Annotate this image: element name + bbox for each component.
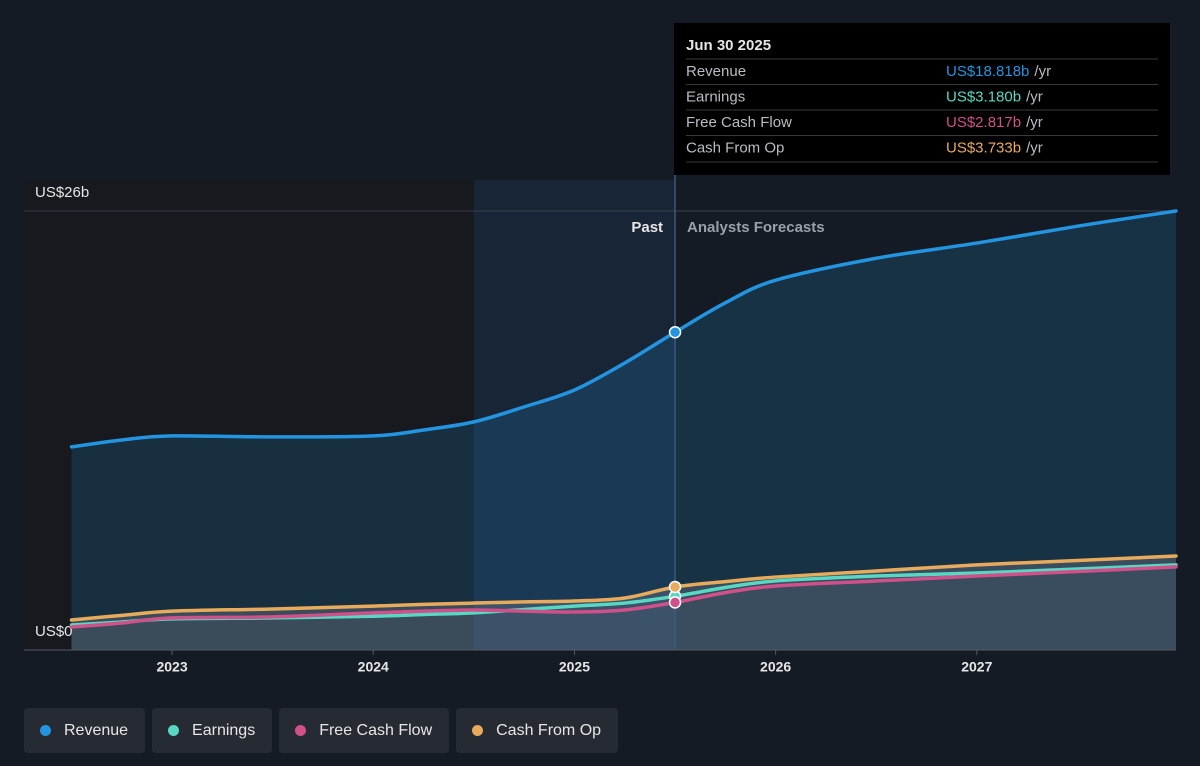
- legend-swatch: [168, 725, 180, 736]
- x-tick-label: 2024: [358, 659, 389, 675]
- legend-swatch: [472, 725, 484, 736]
- tooltip-title: Jun 30 2025: [686, 37, 771, 54]
- series-line: [69, 565, 1178, 629]
- y-tick-label: US$26b: [35, 184, 89, 201]
- legend-label: Free Cash Flow: [319, 721, 433, 739]
- series-line: [69, 209, 1178, 449]
- x-tick-label: 2025: [559, 659, 590, 675]
- hover-dot: [668, 580, 682, 594]
- tooltip-value: US$18.818b/yr: [946, 63, 1051, 80]
- tooltip-box: [674, 23, 1170, 175]
- tooltip-unit: /yr: [1026, 139, 1043, 156]
- legend-item[interactable]: Revenue: [24, 708, 146, 753]
- x-tick-label: 2027: [961, 659, 992, 675]
- legend-item[interactable]: Cash From Op: [456, 708, 619, 753]
- legend-label: Earnings: [192, 721, 256, 739]
- past-label: Past: [631, 219, 663, 236]
- legend-swatch: [40, 725, 51, 736]
- tooltip-unit: /yr: [1034, 63, 1051, 80]
- tooltip-value-text: US$3.180b: [946, 88, 1021, 105]
- tooltip-label: Free Cash Flow: [686, 114, 792, 131]
- tooltip-unit: /yr: [1026, 88, 1043, 105]
- series-line: [69, 554, 1178, 622]
- legend-item[interactable]: Earnings: [152, 708, 273, 753]
- x-tick-label: 2023: [156, 659, 187, 675]
- tooltip-value: US$3.733b/yr: [946, 139, 1043, 156]
- y-tick-label: US$0: [35, 623, 73, 640]
- tooltip-value: US$3.180b/yr: [946, 88, 1043, 105]
- tooltip-unit: /yr: [1026, 114, 1043, 131]
- tooltip-value: US$2.817b/yr: [946, 114, 1043, 131]
- tooltip-value-text: US$3.733b: [946, 139, 1021, 156]
- tooltip-value-text: US$18.818b: [946, 63, 1029, 80]
- tooltip-value-text: US$2.817b: [946, 114, 1021, 131]
- legend-label: Cash From Op: [496, 721, 602, 739]
- forecast-label: Analysts Forecasts: [687, 219, 825, 236]
- tooltip-label: Earnings: [686, 88, 745, 105]
- chart: US$0 US$26b 2023 2024 2025 2026 2027 Past Analys…: [24, 23, 1178, 675]
- legend-swatch: [295, 725, 307, 736]
- hover-dot: [668, 596, 682, 609]
- hover-dot: [668, 326, 682, 339]
- tooltip: Jun 30 2025 Revenue US$18.818b/yr Earnings U…: [674, 23, 1170, 175]
- legend-item[interactable]: Free Cash Flow: [279, 708, 450, 753]
- tooltip-label: Cash From Op: [686, 139, 784, 156]
- tooltip-label: Revenue: [686, 63, 746, 80]
- legend-label: Revenue: [64, 721, 129, 739]
- past-background: [24, 180, 474, 650]
- legend: Revenue Earnings Free Cash Flow Cash From O…: [24, 708, 619, 753]
- highlight-background: [473, 180, 676, 650]
- x-tick-label: 2026: [760, 659, 791, 675]
- area: [71, 211, 1177, 650]
